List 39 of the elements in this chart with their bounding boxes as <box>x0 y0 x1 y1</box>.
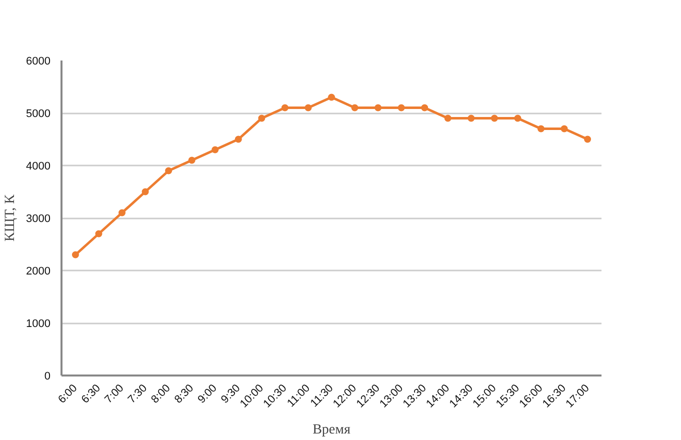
y-axis-title: КЩТ, К <box>3 194 18 242</box>
point <box>304 104 312 112</box>
y-tick-label: 5000 <box>26 108 51 120</box>
x-axis-title: Время <box>312 422 351 438</box>
point <box>188 156 196 164</box>
point <box>490 114 498 122</box>
point <box>444 114 452 122</box>
x-tick-label: 8:30 <box>172 382 196 406</box>
y-tick-label: 0 <box>44 370 51 382</box>
point <box>142 188 149 196</box>
point <box>281 104 288 112</box>
point <box>374 104 382 112</box>
point <box>328 94 335 101</box>
x-tick-label: 9:00 <box>196 382 220 406</box>
point <box>165 167 172 174</box>
x-tick-label: 6:30 <box>79 382 103 406</box>
point <box>514 114 522 122</box>
x-tick-label: 8:00 <box>149 382 173 406</box>
point <box>351 104 358 112</box>
x-tick-label: 6:00 <box>56 382 80 406</box>
y-tick-label: 3000 <box>26 213 51 225</box>
point <box>560 125 568 132</box>
point <box>398 104 405 112</box>
point <box>537 125 544 132</box>
point <box>258 114 266 122</box>
point <box>468 114 475 122</box>
point <box>234 136 242 143</box>
y-tick-label: 2000 <box>26 266 51 278</box>
point <box>72 251 79 258</box>
point <box>421 104 428 112</box>
point <box>95 230 102 238</box>
point <box>584 136 592 143</box>
x-tick-label: 7:00 <box>102 382 126 406</box>
y-tick-label: 6000 <box>26 56 51 68</box>
x-tick-label: 7:30 <box>126 382 150 406</box>
y-tick-label: 4000 <box>26 160 51 172</box>
y-tick-label: 1000 <box>26 318 51 330</box>
point <box>118 209 126 216</box>
point <box>212 146 219 154</box>
